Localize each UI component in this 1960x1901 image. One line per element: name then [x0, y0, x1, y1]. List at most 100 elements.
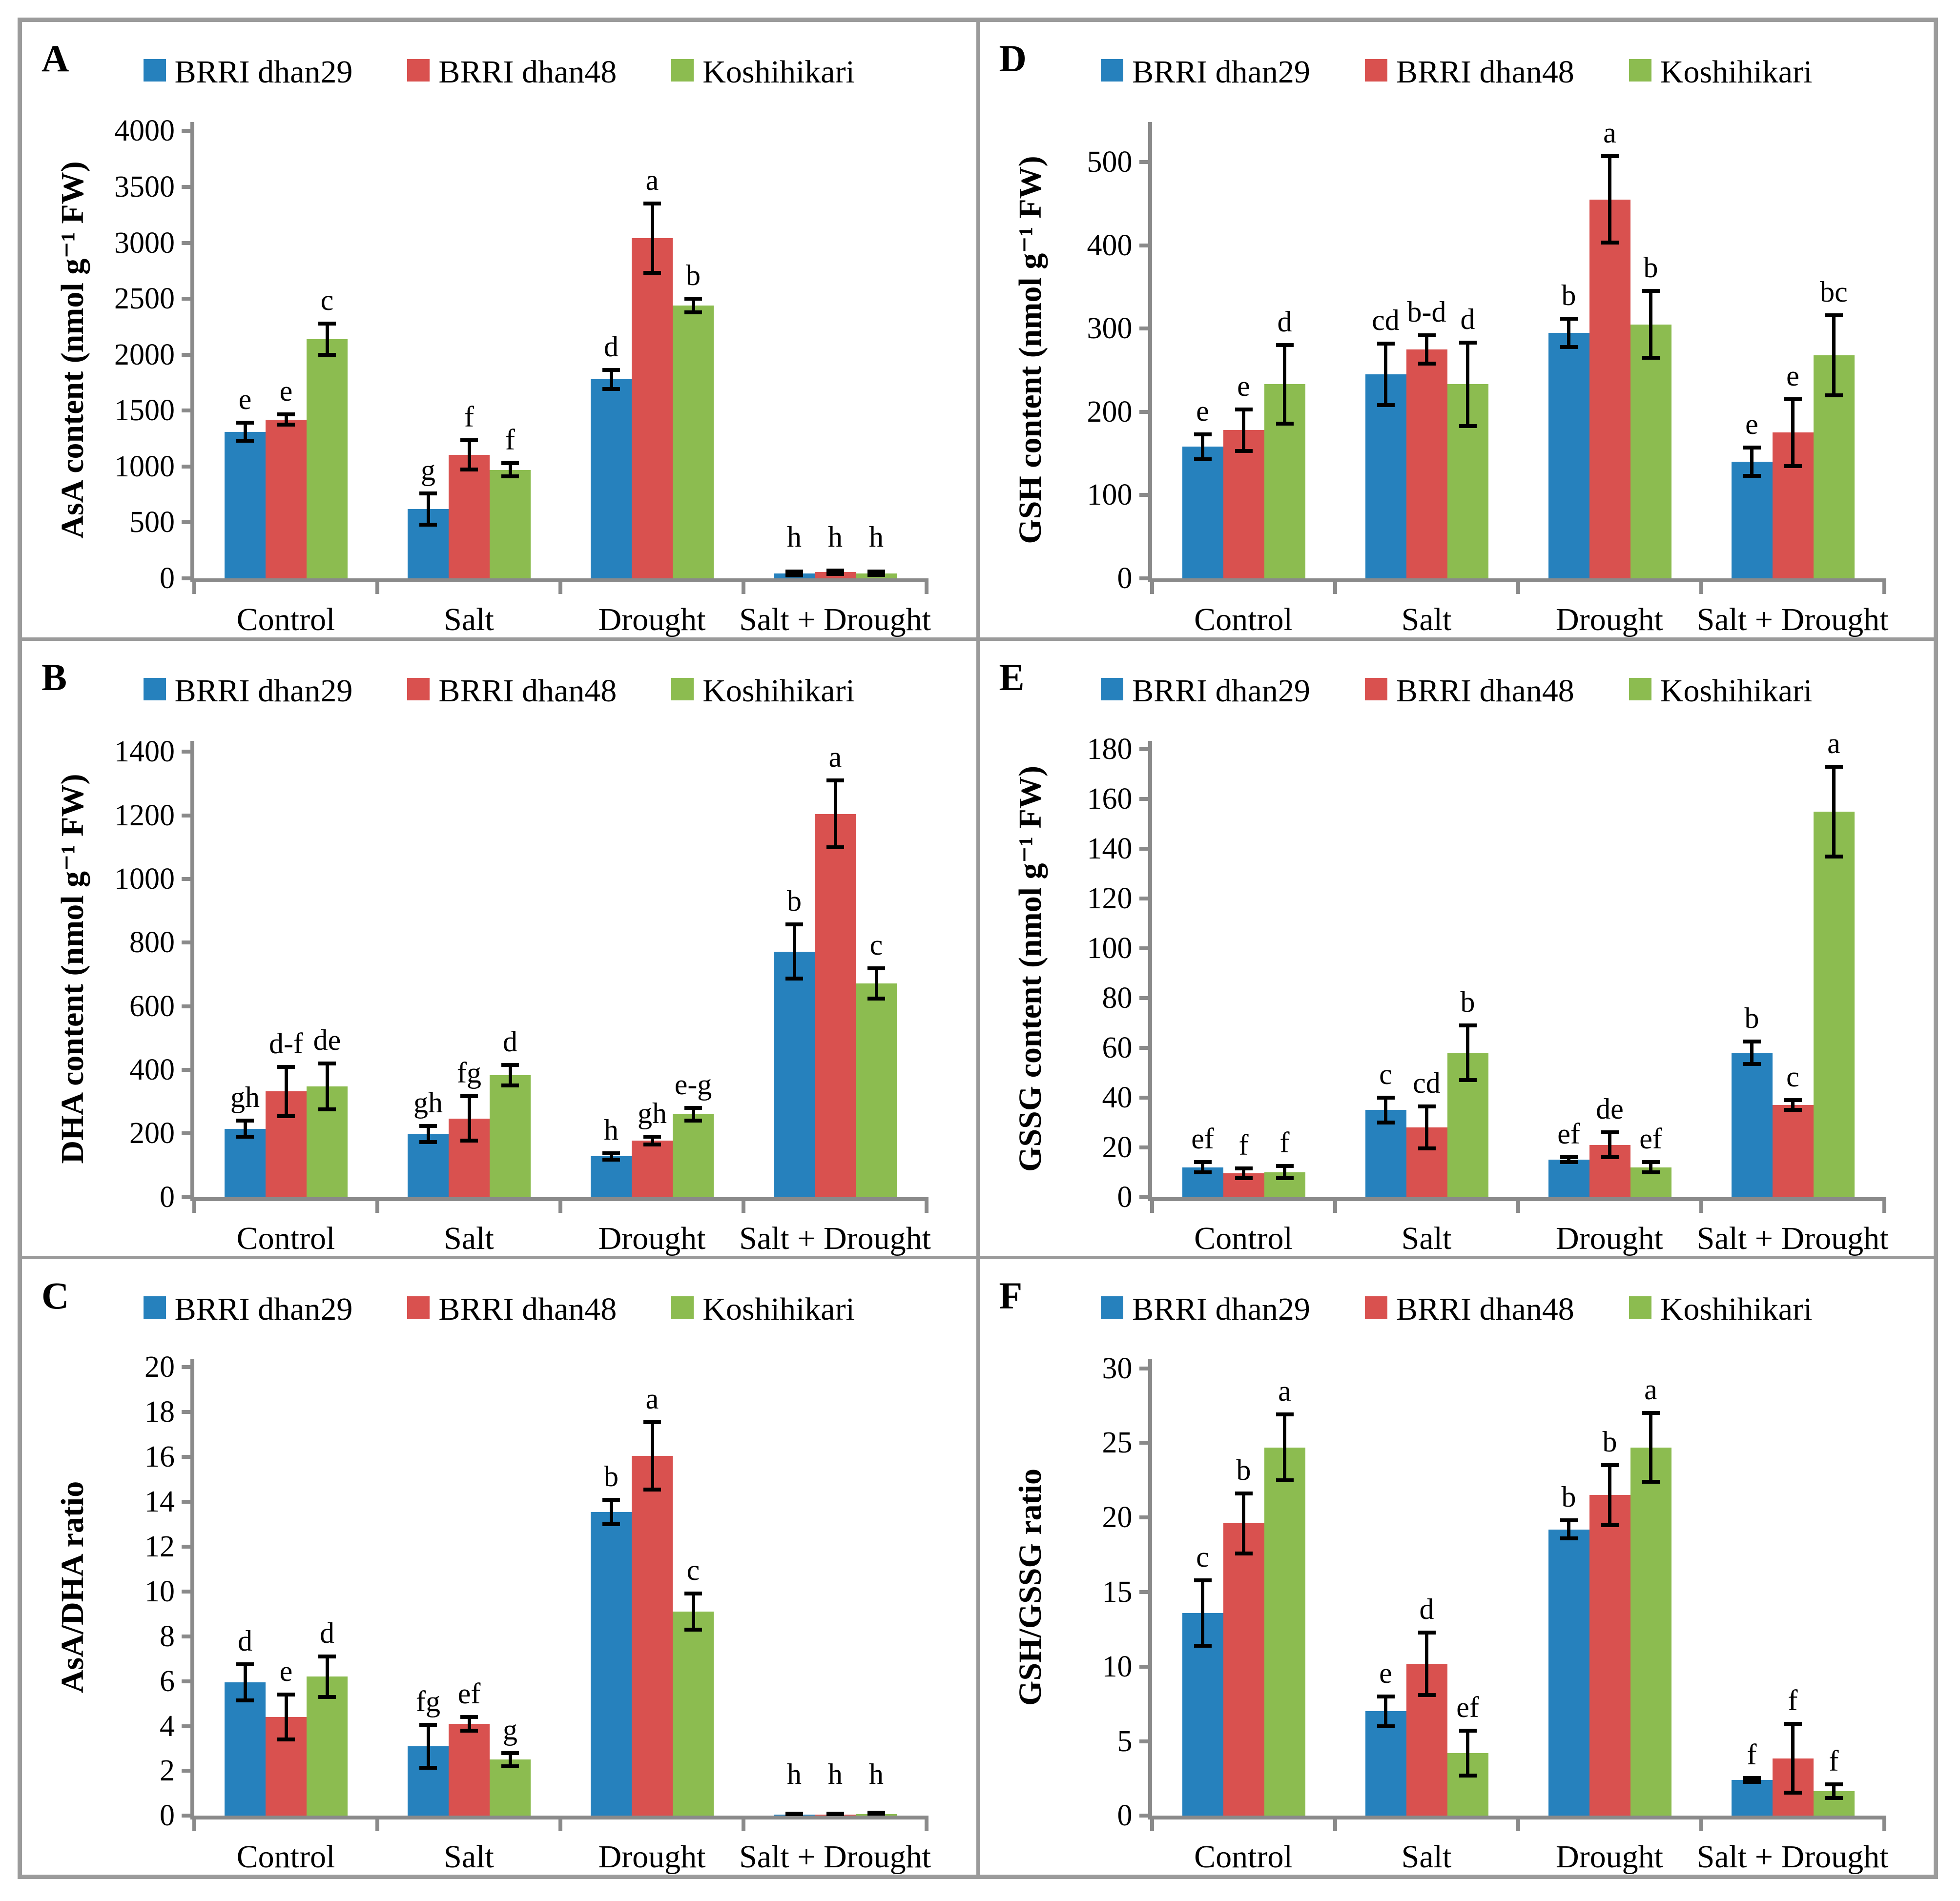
error-bar-cap-top [277, 412, 295, 417]
y-axis-tick [182, 1004, 190, 1008]
category-label: Drought [598, 1220, 706, 1256]
significance-letter: b [1561, 1481, 1576, 1513]
error-bar-line [426, 1725, 430, 1768]
error-bar-cap-top [1560, 316, 1578, 321]
error-bar-line [1466, 1731, 1469, 1776]
error-bar-cap-top [1194, 1160, 1212, 1165]
legend-item: Koshihikari [671, 675, 855, 707]
y-axis-tick [182, 1724, 190, 1728]
significance-letter: b [1744, 1002, 1759, 1035]
y-tick-label: 40 [1102, 1081, 1133, 1114]
legend-swatch [1629, 677, 1651, 700]
category-label: Drought [1556, 1220, 1663, 1256]
error-bar-line [1567, 1520, 1570, 1538]
bar-brri-dhan48-salt-drought [815, 814, 856, 1197]
error-bar-cap-bottom [419, 1140, 437, 1144]
error-bar-cap-top [1276, 1164, 1294, 1168]
error-bar-cap-top [1825, 1782, 1843, 1787]
significance-letter: gh [230, 1081, 260, 1114]
error-bar-line [691, 1108, 695, 1121]
error-bar-cap-top [1459, 1729, 1477, 1733]
error-bar-line [650, 204, 654, 273]
bar-brri-dhan48-control [1223, 1523, 1264, 1816]
y-axis-title: GSH/GSSG ratio [1012, 1469, 1048, 1706]
error-bar-cap-bottom [643, 1142, 661, 1146]
legend-item: BRRI dhan29 [1101, 675, 1310, 707]
error-bar-cap-top [684, 1592, 702, 1596]
error-bar-cap-bottom [501, 474, 519, 479]
error-bar-line [243, 423, 247, 441]
panel-c: C BRRI dhan29 BRRI dhan48 Koshihikari AsA/… [22, 1259, 976, 1875]
significance-letter: b [686, 259, 701, 292]
panel-e: E BRRI dhan29 BRRI dhan48 Koshihikari GSSG… [979, 640, 1934, 1256]
y-tick-label: 0 [1117, 1180, 1133, 1214]
error-bar-line [284, 1066, 288, 1117]
error-bar-cap-top [501, 461, 519, 465]
error-bar-cap-top [236, 1119, 254, 1123]
category-label: Control [236, 1220, 335, 1256]
y-tick-label: 10 [144, 1574, 175, 1608]
legend-label: BRRI dhan29 [174, 1291, 353, 1328]
bar-brri-dhan48-drought [632, 1140, 673, 1197]
error-bar-line [1649, 1162, 1652, 1172]
error-bar-cap-bottom [460, 1728, 478, 1733]
y-axis-tick [1139, 797, 1148, 801]
y-axis-tick [182, 464, 190, 469]
y-axis-title: GSH content (nmol g⁻¹ FW) [1012, 156, 1048, 544]
error-bar-cap-bottom [277, 422, 295, 427]
significance-letter: ef [1557, 1118, 1580, 1150]
figure-frame: A BRRI dhan29 BRRI dhan48 Koshihikari AsA … [18, 18, 1938, 1879]
error-bar-line [792, 571, 796, 575]
error-bar-line [691, 1594, 695, 1630]
y-tick-label: 600 [129, 989, 175, 1023]
y-axis-tick [1139, 897, 1148, 901]
significance-letter: d [503, 1025, 517, 1058]
legend-item: Koshihikari [1629, 56, 1812, 88]
significance-letter: fg [416, 1685, 440, 1718]
error-bar-cap-bottom [1601, 1523, 1619, 1527]
x-axis-tick [1699, 1816, 1703, 1832]
bar-brri-dhan29-drought [1548, 1160, 1589, 1197]
error-bar-line [691, 299, 695, 312]
error-bar-cap-bottom [277, 1114, 295, 1119]
y-axis-tick [182, 1131, 190, 1136]
error-bar-line [650, 1136, 654, 1145]
bar-brri-dhan48-salt [449, 454, 490, 578]
significance-letter: b [1460, 986, 1475, 1019]
error-bar-cap-top [1276, 1412, 1294, 1417]
error-bar-cap-top [1601, 154, 1619, 158]
error-bar-cap-top [460, 1094, 478, 1099]
significance-letter: c [1786, 1060, 1799, 1093]
y-tick-label: 0 [1117, 1799, 1133, 1833]
error-bar-line [650, 1422, 654, 1490]
y-axis-tick [182, 184, 190, 189]
error-bar-cap-bottom [1825, 1796, 1843, 1800]
legend-item: BRRI dhan29 [143, 675, 352, 707]
category-label: Control [1194, 1220, 1293, 1256]
legend-label: Koshihikari [702, 54, 855, 90]
significance-letter: h [828, 1758, 843, 1791]
plot-area-a: 0 500 1000 1500 2000 2500 3000 3500 4000 Control S… [114, 116, 931, 635]
category-label: Control [1194, 1839, 1293, 1875]
error-bar-line [1608, 1465, 1611, 1525]
y-axis-tick [1139, 1095, 1148, 1100]
error-bar-cap-top [826, 778, 844, 783]
y-tick-label: 16 [144, 1440, 175, 1474]
y-axis-tick [1139, 493, 1148, 497]
y-axis-tick [182, 576, 190, 580]
bar-brri-dhan29-salt-drought [1731, 462, 1773, 578]
x-axis-tick [1699, 1197, 1703, 1213]
error-bar-cap-bottom [1377, 403, 1395, 408]
error-bar-cap-bottom [643, 271, 661, 275]
y-axis-tick [182, 1589, 190, 1594]
error-bar-cap-top [1235, 1492, 1253, 1496]
significance-letter: b [787, 885, 802, 918]
significance-letter: g [421, 453, 435, 486]
bar-brri-dhan29-drought [591, 379, 632, 578]
error-bar-cap-top [684, 297, 702, 301]
bar-brri-dhan48-drought [1589, 199, 1630, 578]
significance-letter: cd [1413, 1066, 1441, 1099]
panel-label-f: F [999, 1274, 1023, 1317]
y-tick-label: 4 [160, 1709, 175, 1743]
significance-letter: f [1279, 1126, 1290, 1159]
